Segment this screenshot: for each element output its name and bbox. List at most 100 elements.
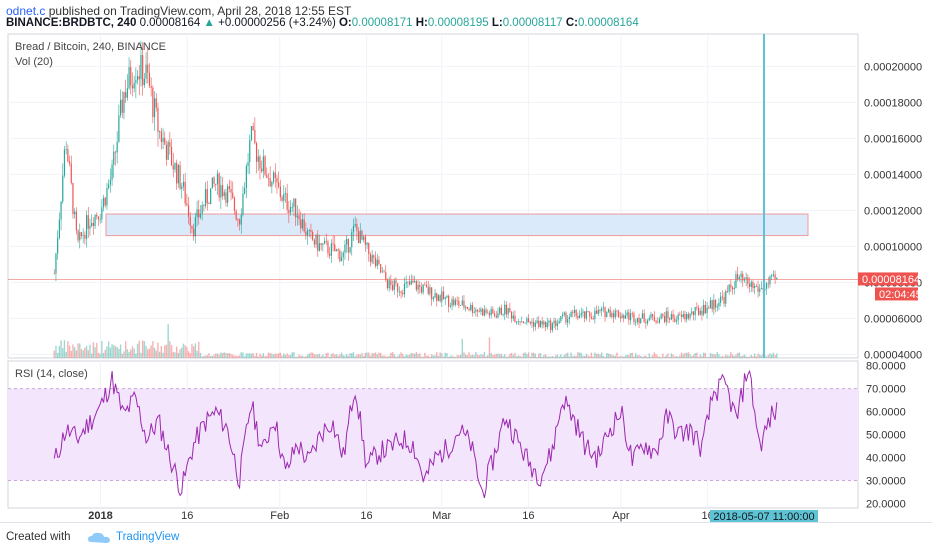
candle-body — [735, 274, 737, 289]
candle-body — [274, 172, 276, 179]
candle-body — [199, 213, 202, 218]
candle-body — [249, 139, 251, 162]
candle-body — [424, 284, 426, 286]
volume-bar — [495, 354, 497, 358]
candle-body — [340, 257, 343, 262]
volume-bar — [213, 354, 215, 358]
candle-body — [444, 297, 446, 299]
volume-bar — [422, 356, 424, 358]
candle-body — [652, 313, 654, 317]
candle-body — [635, 321, 637, 323]
candle-body — [650, 313, 652, 318]
high-label: H: — [415, 17, 428, 29]
candle-body — [330, 243, 332, 256]
volume-bar — [260, 355, 263, 358]
volume-bar — [461, 338, 463, 358]
candle-body — [434, 293, 436, 298]
volume-bar — [283, 353, 285, 358]
tradingview-link[interactable]: TradingView — [116, 531, 180, 543]
candle-body — [318, 243, 321, 251]
volume-bar — [164, 345, 166, 358]
candle-body — [529, 321, 531, 324]
candle-body — [669, 318, 671, 320]
candle-body — [405, 282, 407, 284]
volume-bar — [289, 354, 292, 358]
volume-bar — [531, 352, 533, 358]
candle-body — [118, 115, 120, 142]
candle-body — [708, 307, 710, 309]
volume-bar — [65, 351, 67, 358]
candle-body — [742, 273, 744, 281]
candle-body — [500, 307, 502, 315]
volume-bar — [742, 355, 744, 358]
candle-body — [281, 196, 283, 201]
candle-body — [289, 207, 292, 213]
volume-bar — [587, 355, 589, 358]
rsi-axis[interactable]: 20.0000 30.0000 40.0000 50.0000 60.0000 70.00… — [866, 361, 906, 511]
volume-bar — [70, 350, 72, 358]
candle-body — [733, 288, 735, 290]
candle-body — [663, 316, 666, 322]
candle-body — [313, 240, 315, 245]
volume-bar — [373, 353, 375, 358]
candle-body — [755, 285, 757, 287]
candle-body — [628, 312, 630, 321]
volume-bar — [566, 352, 569, 358]
candle-body — [72, 183, 74, 215]
candle-body — [776, 277, 778, 279]
open-label: O: — [338, 17, 352, 29]
volume-bar — [240, 352, 242, 358]
volume-bar — [577, 352, 579, 358]
symbol-label: BINANCE:BRDBTC, 240 — [6, 17, 137, 29]
price-tick-label: 0.00020000 — [864, 61, 922, 73]
volume-bar — [196, 350, 198, 358]
candle-body — [254, 130, 256, 144]
candle-body — [543, 321, 545, 325]
time-tick-label: 16 — [181, 510, 193, 522]
candle-body — [283, 193, 285, 201]
volume-bar — [405, 354, 407, 358]
candle-body — [536, 320, 538, 323]
candle-body — [575, 309, 577, 317]
volume-bar — [109, 347, 112, 358]
volume-bar — [269, 352, 271, 358]
candle-body — [380, 264, 382, 273]
volume-bar — [396, 356, 399, 358]
volume-bar — [145, 345, 147, 358]
volume-bar — [160, 346, 163, 358]
volume-bar — [728, 355, 730, 358]
candle-body — [351, 232, 353, 248]
volume-bar — [223, 352, 225, 358]
publisher-link[interactable]: odnet.c — [6, 4, 46, 18]
volume-bar — [648, 353, 650, 358]
candle-body — [570, 311, 572, 317]
volume-bar — [53, 350, 55, 358]
candle-body — [184, 181, 186, 204]
candle-body — [322, 243, 324, 245]
volume-bar — [327, 352, 329, 358]
candle-body — [189, 216, 191, 226]
candle-body — [492, 309, 494, 314]
candle-body — [201, 205, 203, 214]
candle-body — [366, 242, 368, 245]
candle-body — [68, 161, 71, 164]
volume-bar — [116, 346, 118, 358]
candle-body — [82, 234, 84, 236]
candle-body — [395, 280, 397, 284]
volume-bar — [345, 354, 348, 358]
rsi-grid — [8, 388, 858, 481]
volume-bar — [306, 354, 309, 358]
time-axis[interactable]: 2018 16 Feb 16 Mar 16 Apr 16 — [88, 510, 714, 522]
candle-body — [604, 307, 606, 318]
volume-bar — [121, 353, 123, 358]
volume-bar — [471, 354, 474, 358]
volume-bar — [199, 353, 202, 358]
candle-body — [420, 286, 423, 293]
price-axis[interactable]: 0.000040000.000060000.000080000.00010000… — [864, 61, 922, 361]
last-price: 0.00008164 — [139, 17, 201, 29]
volume-bar — [597, 353, 599, 358]
volume-bar — [262, 353, 265, 358]
candle-body — [431, 287, 433, 300]
candle-body — [272, 172, 275, 183]
